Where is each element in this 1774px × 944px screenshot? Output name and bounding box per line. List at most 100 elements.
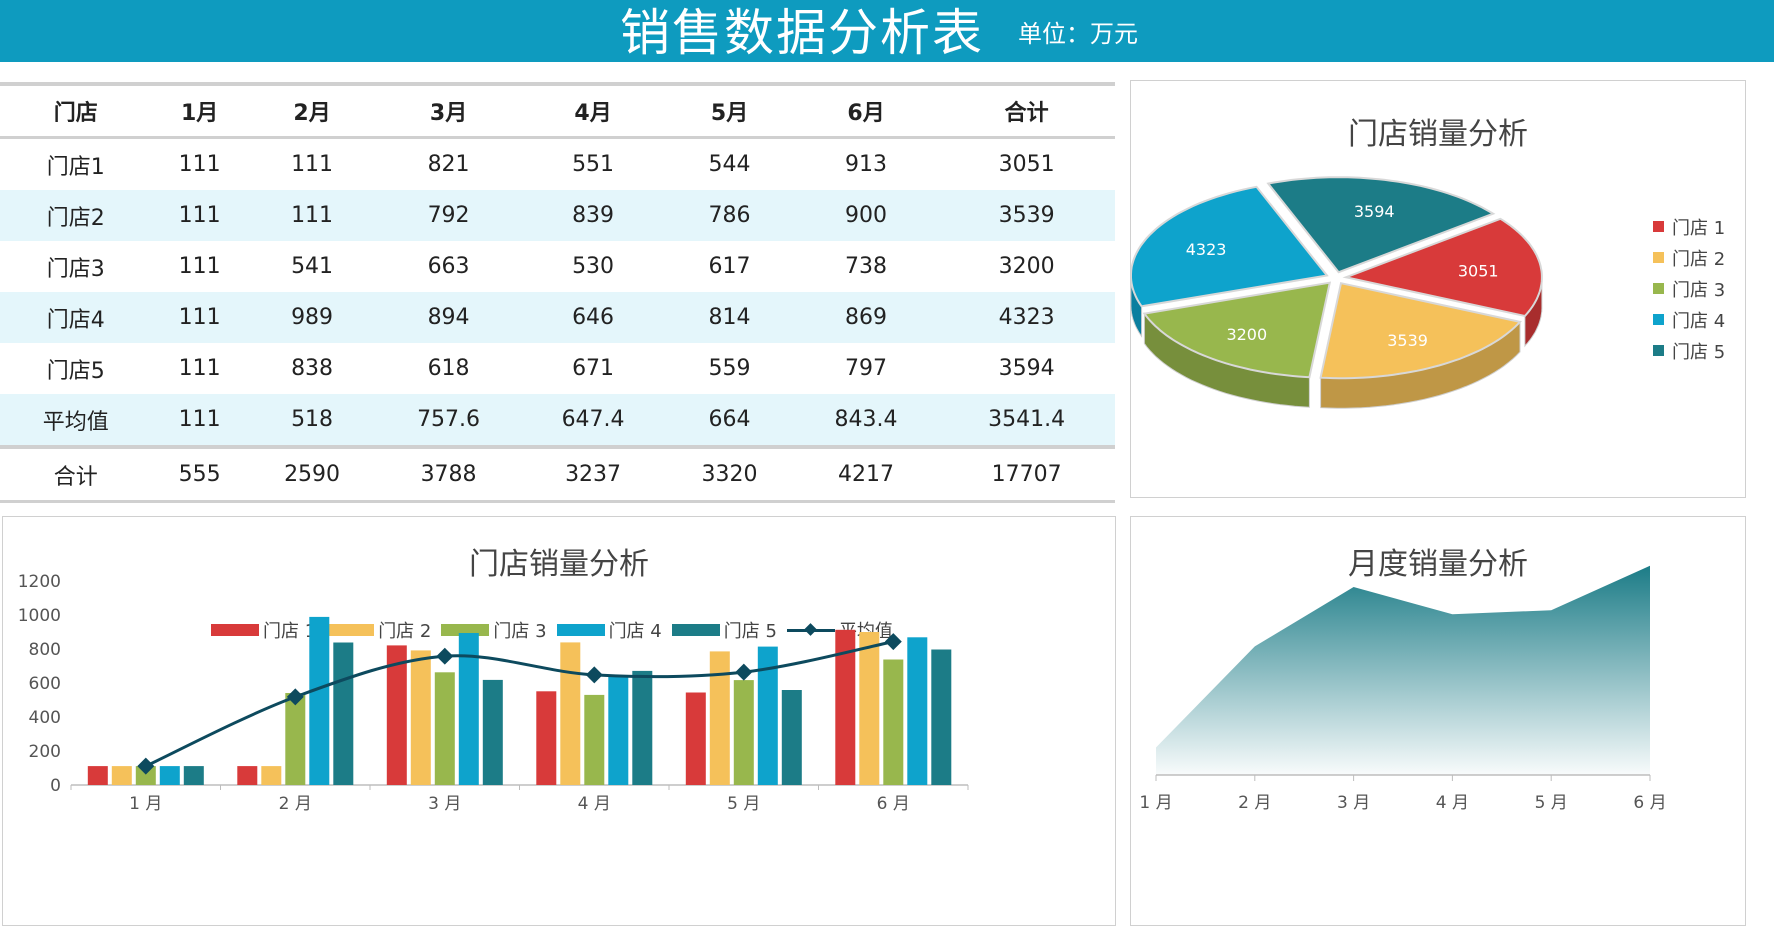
legend-swatch — [1653, 283, 1664, 294]
table-cell: 843.4 — [793, 394, 939, 447]
legend-swatch — [1653, 345, 1664, 356]
table-cell: 663 — [427, 254, 470, 279]
pie-slice — [1266, 176, 1496, 274]
pie-slice — [1319, 282, 1522, 380]
bar-legend: 门店 1 门店 2 门店 3 门店 4 门店 5 平均值 — [211, 617, 903, 643]
y-tick-label: 0 — [50, 776, 61, 796]
table-cell: 门店4 — [0, 292, 152, 343]
table-cell: 111 — [151, 190, 248, 241]
table-cell: 3320 — [665, 445, 794, 503]
bar — [261, 766, 282, 785]
table-row-total: 合计 555 2590 3788 3237 3320 4217 17707 — [0, 445, 1115, 503]
bar — [183, 766, 204, 785]
bar — [111, 766, 132, 785]
average-marker — [137, 757, 155, 775]
table-cell: 821 — [427, 152, 470, 177]
bar — [159, 766, 180, 785]
legend-item: 门店 1 — [211, 617, 316, 643]
table-cell: 111 — [291, 152, 334, 177]
x-tick-label: 3 月 — [1337, 793, 1370, 813]
bar — [859, 632, 880, 785]
table-cell: 门店1 — [46, 154, 105, 180]
pie-legend: 门店 1 门店 2 门店 3 门店 4 门店 5 — [1653, 211, 1725, 366]
table-cell: 3539 — [938, 190, 1115, 241]
bar — [458, 633, 479, 785]
table-cell: 2590 — [247, 445, 377, 503]
y-tick-label: 1000 — [18, 606, 61, 626]
table-row: 门店1 111 111 821 551 544 913 3051 — [0, 138, 1115, 191]
table-row: 门店5 111 838 618 671 559 797 3594 — [0, 343, 1115, 394]
x-tick-label: 5 月 — [1535, 793, 1568, 813]
x-tick-label: 4 月 — [1436, 793, 1469, 813]
bar — [685, 692, 706, 785]
pie-data-label: 3200 — [1226, 325, 1267, 344]
bar — [608, 675, 629, 785]
pie-slice — [1342, 217, 1543, 318]
legend-item: 门店 4 — [1653, 304, 1725, 335]
legend-item: 门店 1 — [1653, 211, 1725, 242]
bar — [135, 766, 156, 785]
table-cell: 646 — [520, 292, 666, 343]
average-marker — [884, 633, 902, 651]
legend-label: 门店 2 — [1672, 248, 1726, 270]
bar — [482, 679, 503, 785]
area-chart-panel: 月度销量分析 1 月 2 月 3 月 4 月 5 月 6 月 — [1130, 516, 1746, 926]
table-row: 门店2 111 111 792 839 786 900 3539 — [0, 190, 1115, 241]
x-tick-label: 1 月 — [1139, 793, 1172, 813]
pie-data-label: 3539 — [1387, 331, 1428, 350]
table-cell: 111 — [151, 292, 248, 343]
bar — [709, 651, 730, 785]
average-marker — [585, 666, 603, 684]
legend-item: 门店 5 — [1653, 335, 1725, 366]
table-cell: 913 — [845, 152, 888, 177]
table-cell: 618 — [427, 356, 470, 381]
table-cell: 111 — [178, 152, 221, 177]
col-header: 2月 — [247, 82, 377, 139]
legend-label: 门店 1 — [1672, 217, 1726, 239]
bar — [584, 694, 605, 785]
legend-label: 门店 4 — [608, 621, 662, 642]
legend-item: 门店 2 — [1653, 242, 1725, 273]
table-cell: 559 — [708, 356, 751, 381]
table-cell: 738 — [845, 254, 888, 279]
col-header: 4月 — [520, 82, 666, 139]
table-cell: 551 — [572, 152, 615, 177]
y-tick-label: 1200 — [18, 572, 61, 592]
col-header: 6月 — [793, 82, 939, 139]
table-cell: 786 — [665, 190, 794, 241]
table-cell: 4217 — [793, 445, 939, 503]
table-cell: 3594 — [998, 356, 1055, 381]
legend-swatch — [326, 624, 375, 636]
bar — [536, 691, 557, 785]
table-cell: 4323 — [938, 292, 1115, 343]
pie-data-label: 3051 — [1458, 261, 1499, 280]
x-tick-label: 2 月 — [279, 794, 312, 814]
legend-label: 门店 3 — [493, 621, 547, 642]
bar-chart-title: 门店销量分析 — [469, 547, 649, 582]
bar — [410, 650, 431, 785]
page-title: 销售数据分析表 — [620, 4, 984, 62]
table-row: 门店3 111 541 663 530 617 738 3200 — [0, 241, 1115, 292]
legend-swatch — [1653, 221, 1664, 232]
sales-table: 门店 1月 2月 3月 4月 5月 6月 合计 门店1 111 111 821 … — [0, 82, 1115, 503]
header-banner: 销售数据分析表 单位：万元 — [0, 0, 1774, 62]
bar-chart: 0 200 400 600 800 1000 1200 1 月 2 月 3 月 4 月 5 月 6 月 — [18, 572, 969, 814]
average-line — [145, 640, 894, 768]
table-cell: 合计 — [0, 445, 152, 503]
table-cell: 989 — [247, 292, 377, 343]
table-cell: 门店5 — [46, 358, 105, 384]
table-cell: 544 — [708, 152, 751, 177]
y-tick-label: 800 — [29, 640, 61, 660]
average-marker — [436, 647, 454, 665]
table-cell: 111 — [247, 190, 377, 241]
bar — [87, 766, 108, 785]
pie-slice — [1131, 185, 1329, 308]
table-cell: 671 — [572, 356, 615, 381]
bar — [285, 693, 306, 785]
bar — [907, 637, 928, 785]
legend-swatch-line — [786, 624, 835, 636]
bar — [237, 766, 258, 785]
table-row-average: 平均值 111 518 757.6 647.4 664 843.4 3541.4 — [0, 394, 1115, 447]
table-cell: 869 — [793, 292, 939, 343]
x-tick-label: 6 月 — [877, 794, 910, 814]
